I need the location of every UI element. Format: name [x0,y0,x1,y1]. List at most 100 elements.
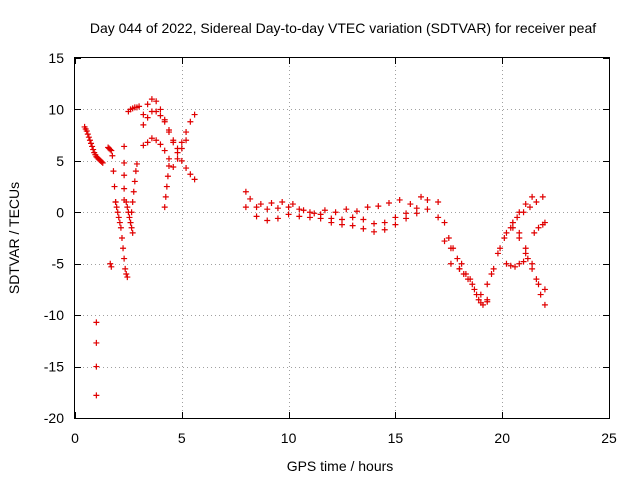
data-point [93,363,100,370]
data-point [413,210,420,217]
data-point [85,134,92,141]
data-point [296,213,303,220]
y-tick-label: 0 [56,204,64,220]
data-point [535,281,542,288]
data-point [113,204,120,211]
series-rise-19.5-22h [488,193,546,277]
data-point [450,245,457,252]
data-point [144,114,151,121]
data-point [507,262,514,269]
data-point [93,339,100,346]
data-point [121,143,128,150]
data-point [88,140,95,147]
series-descent-1.5-1.9h [105,144,119,205]
data-point [124,274,131,281]
data-point [458,260,465,267]
data-point [131,178,138,185]
data-point [332,209,339,216]
data-point [385,200,392,207]
data-point [520,258,527,265]
data-point [157,106,164,113]
data-point [132,168,139,175]
data-point [99,159,106,166]
data-point [121,159,128,166]
tick-labels: 0 5 10 15 20 25 -20 -15 -10 -5 0 5 10 15 [44,50,617,446]
y-tick-label: 5 [56,153,64,169]
data-point [164,173,171,180]
data-point [136,103,143,110]
data-point [123,199,130,205]
data-point [477,299,484,306]
series-segment-2.5-3.0h [125,103,143,115]
data-point [183,165,190,172]
data-point [108,263,115,270]
y-axis-label: SDTVAR / TECUs [6,182,22,294]
data-point [191,111,198,118]
data-point [424,206,431,213]
x-tick-label: 0 [71,430,79,446]
series-segment-20.2-21.2h [503,255,531,270]
data-point [268,200,275,207]
data-point [375,203,382,210]
data-point [165,129,172,136]
data-point [328,219,335,226]
data-point [471,286,478,293]
data-point [477,291,484,298]
data-point [178,145,185,152]
data-point [529,260,536,267]
data-point [371,228,378,235]
data-point [454,255,461,262]
data-point [148,96,155,103]
data-point [465,276,472,283]
data-point [90,146,97,153]
data-point [126,214,133,221]
data-point [109,152,116,159]
data-point [157,141,164,148]
data-point [116,219,123,226]
data-point [535,224,542,231]
data-point [161,118,168,125]
data-point [541,219,548,226]
data-point [488,271,495,277]
data-point [117,224,124,231]
data-point [503,229,510,236]
data-point [360,225,367,232]
data-point [392,214,399,221]
series-segment-21.5-22h [531,219,548,236]
data-point [111,183,118,190]
data-point [191,176,198,183]
series-arc-lower-3.2-5.2h [140,135,190,171]
data-point [107,146,114,153]
data-point [306,214,313,221]
series-tail-near-0.5h [81,123,106,166]
series-spur-4.2h [161,163,172,211]
data-point [339,216,345,223]
x-tick-label: 5 [178,430,186,446]
x-tick-label: 20 [494,430,510,446]
data-point [512,263,519,270]
data-point [89,143,96,150]
data-point [441,219,448,226]
data-point [522,201,529,208]
data-point [353,208,360,215]
data-point [497,245,504,252]
series-ascent-2.6-2.9h [127,160,140,226]
data-point [484,281,491,288]
data-point [407,201,414,208]
axis-ticks [75,58,610,419]
data-point [118,235,125,241]
series-descent-1.9-2.4h [112,199,131,281]
y-tick-label: -20 [44,410,64,426]
data-point [539,193,546,200]
data-point [441,238,448,245]
data-point [128,209,135,216]
data-point [121,255,128,262]
data-point [93,392,100,399]
data-point [364,204,371,211]
x-tick-label: 10 [281,430,297,446]
series-dip-17.5-19h [445,235,491,308]
data-point [115,214,122,221]
data-point [529,265,536,272]
data-point [321,207,328,214]
